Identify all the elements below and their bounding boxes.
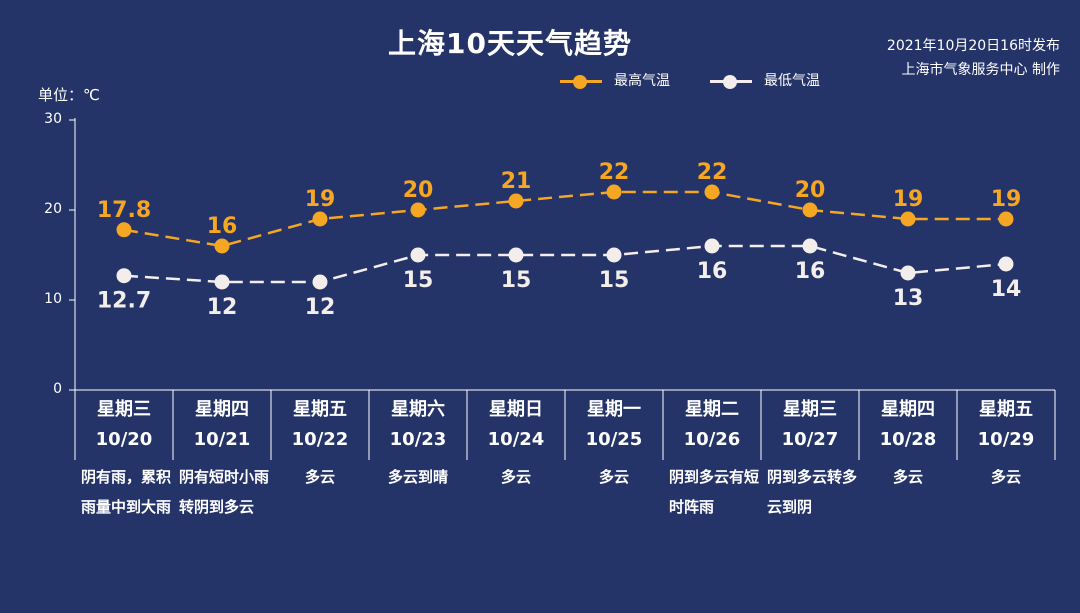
- series-line-low: [123, 244, 1007, 284]
- data-point-low: [802, 238, 818, 254]
- data-point-high: [704, 184, 720, 200]
- y-tick-label: 0: [53, 381, 62, 397]
- weekday-label: 星期二: [685, 399, 739, 420]
- day-header: 星期三 10/20: [75, 395, 173, 455]
- data-point-low: [214, 274, 230, 290]
- series-line-high: [123, 190, 1006, 248]
- date-label: 10/20: [95, 429, 153, 450]
- legend-line-high: [560, 75, 602, 89]
- legend-dot-high: [573, 75, 587, 89]
- data-label-low: 12: [305, 295, 336, 320]
- data-label-low: 15: [599, 268, 630, 293]
- date-label: 10/21: [193, 429, 251, 450]
- weather-description: 多云到晴: [387, 468, 448, 486]
- weekday-label: 星期三: [783, 399, 837, 420]
- day-header: 星期二 10/26: [663, 395, 761, 455]
- weather-description: 多云: [500, 468, 531, 486]
- data-label-high: 22: [697, 160, 728, 185]
- data-point-low: [606, 247, 622, 263]
- data-point-high: [606, 184, 622, 200]
- day-header: 星期四 10/21: [173, 395, 271, 455]
- data-label-high: 20: [795, 178, 826, 203]
- weather-description: 阴有雨，累积雨量中到大雨: [81, 468, 172, 516]
- data-label-high: 20: [403, 178, 434, 203]
- date-label: 10/26: [683, 429, 741, 450]
- day-header: 星期日 10/24: [467, 395, 565, 455]
- data-point-low: [998, 256, 1014, 272]
- date-label: 10/27: [781, 429, 839, 450]
- data-point-high: [802, 202, 818, 218]
- data-label-high: 22: [599, 160, 630, 185]
- data-label-low: 12: [207, 295, 238, 320]
- data-label-low: 15: [501, 268, 532, 293]
- data-label-low: 16: [795, 259, 826, 284]
- data-point-low: [410, 247, 426, 263]
- weekday-label: 星期一: [587, 399, 641, 420]
- data-label-low: 13: [893, 286, 924, 311]
- data-point-high: [214, 238, 230, 254]
- weekday-label: 星期六: [391, 399, 445, 420]
- date-label: 10/25: [585, 429, 643, 450]
- data-label-low: 12.7: [97, 289, 151, 314]
- data-point-low: [508, 247, 524, 263]
- publish-time: 2021年10月20日16时发布: [886, 38, 1060, 54]
- date-label: 10/28: [879, 429, 937, 450]
- data-label-high: 17.8: [97, 198, 151, 223]
- y-tick-label: 10: [44, 291, 62, 307]
- data-label-low: 14: [991, 277, 1022, 302]
- y-tick-label: 20: [44, 201, 62, 217]
- date-label: 10/24: [487, 429, 545, 450]
- day-header: 星期四 10/28: [859, 395, 957, 455]
- weather-description: 阴到多云转多云到阴: [767, 468, 858, 516]
- data-point-low: [900, 265, 916, 281]
- weather-description: 阴有短时小雨转阴到多云: [179, 468, 270, 516]
- data-label-low: 15: [403, 268, 434, 293]
- chart-title: 上海10天天气趋势: [388, 27, 632, 60]
- day-header: 星期一 10/25: [565, 395, 663, 455]
- data-label-high: 19: [305, 187, 336, 212]
- weekday-label: 星期五: [979, 399, 1033, 420]
- data-point-high: [410, 202, 426, 218]
- publish-info: 2021年10月20日16时发布 上海市气象服务中心 制作: [887, 34, 1060, 82]
- legend-dot-low: [723, 75, 737, 89]
- data-point-low: [116, 268, 132, 284]
- data-label-high: 19: [991, 187, 1022, 212]
- data-label-high: 21: [501, 169, 532, 194]
- weather-description: 多云: [990, 468, 1021, 486]
- weekday-label: 星期四: [195, 399, 249, 420]
- data-point-high: [998, 211, 1014, 227]
- data-point-low: [704, 238, 720, 254]
- data-point-high: [312, 211, 328, 227]
- data-label-low: 16: [697, 259, 728, 284]
- publisher: 上海市气象服务中心 制作: [901, 62, 1060, 78]
- data-label-high: 19: [893, 187, 924, 212]
- y-tick-label: 30: [44, 111, 62, 127]
- legend-line-low: [710, 75, 752, 89]
- data-point-high: [116, 222, 132, 238]
- data-point-high: [900, 211, 916, 227]
- day-header: 星期六 10/23: [369, 395, 467, 455]
- weekday-label: 星期五: [293, 399, 347, 420]
- weather-description: 多云: [598, 468, 629, 486]
- weekday-label: 星期四: [881, 399, 935, 420]
- data-point-low: [312, 274, 328, 290]
- date-label: 10/29: [977, 429, 1035, 450]
- day-header: 星期五 10/29: [957, 395, 1055, 455]
- date-label: 10/23: [389, 429, 447, 450]
- weekday-label: 星期日: [489, 399, 543, 420]
- day-header: 星期三 10/27: [761, 395, 859, 455]
- weekday-label: 星期三: [97, 399, 151, 420]
- data-point-high: [508, 193, 524, 209]
- weather-description: 阴到多云有短时阵雨: [669, 468, 760, 516]
- date-label: 10/22: [291, 429, 349, 450]
- weather-description: 多云: [892, 468, 923, 486]
- day-header: 星期五 10/22: [271, 395, 369, 455]
- weather-description: 多云: [304, 468, 335, 486]
- data-label-high: 16: [207, 214, 238, 239]
- legend-label-low: 最低气温: [764, 73, 820, 89]
- legend-label-high: 最高气温: [614, 73, 670, 89]
- unit-label: 单位：℃: [38, 86, 100, 104]
